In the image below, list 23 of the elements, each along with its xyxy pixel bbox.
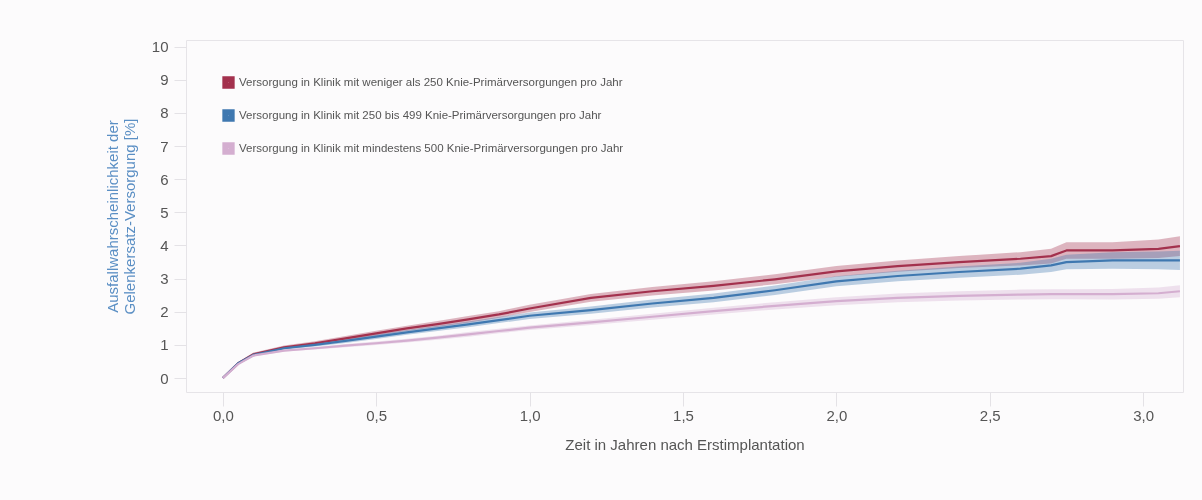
x-tick-label: 0,5: [366, 406, 388, 424]
legend-label: Versorgung in Klinik mit weniger als 250 Knie-Primärversorgungen pro Jahr: [239, 75, 623, 88]
x-tick-label: 0,0: [212, 406, 234, 424]
x-tick-label: 2,5: [979, 406, 1001, 424]
y-tick-label: 3: [160, 270, 169, 288]
y-axis-title: Ausfallwahrscheinlichkeit der Gelenkersatz-Versorgung [%]: [103, 118, 138, 315]
y-tick-label: 9: [160, 71, 169, 89]
x-tick-label: 1,5: [673, 406, 694, 424]
x-tick-label: 1,0: [519, 406, 541, 424]
legend-label: Versorgung in Klinik mit 250 bis 499 Knie-Primärversorgungen pro Jahr: [239, 108, 602, 121]
x-axis-title: Zeit in Jahren nach Erstimplantation: [565, 435, 805, 453]
x-tick-label: 3,0: [1133, 406, 1155, 424]
legend-label: Versorgung in Klinik mit mindestens 500 Knie-Primärversorgungen pro Jahr: [239, 141, 624, 154]
x-tick-label: 2,0: [826, 406, 848, 424]
y-tick-label: 2: [160, 303, 169, 321]
y-tick-label: 8: [160, 104, 169, 122]
y-tick-label: 6: [160, 170, 169, 188]
y-tick-label: 10: [151, 38, 169, 56]
y-tick-label: 5: [160, 203, 169, 221]
y-tick-label: 1: [160, 336, 169, 354]
y-tick-label: 0: [160, 369, 169, 387]
y-tick-label: 4: [160, 237, 169, 254]
y-tick-label: 7: [160, 137, 169, 155]
